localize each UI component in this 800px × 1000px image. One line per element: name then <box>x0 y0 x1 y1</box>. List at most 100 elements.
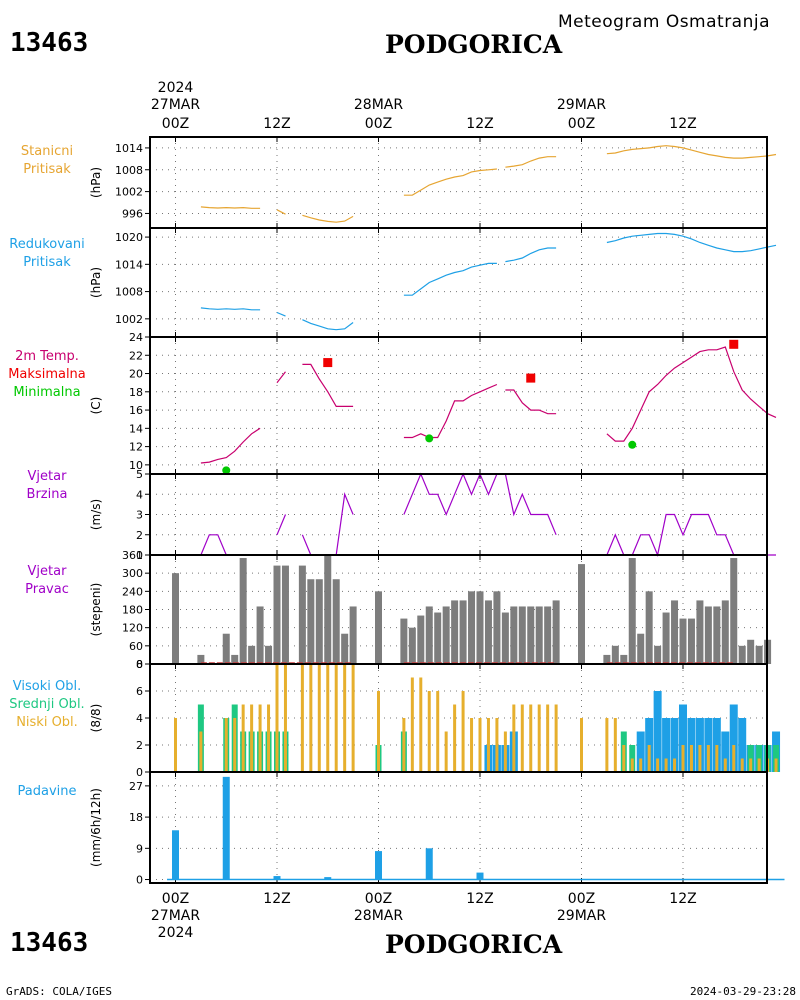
low-cloud-bar <box>732 745 736 772</box>
low-cloud-bar <box>309 664 313 772</box>
line-station_pressure <box>403 168 497 196</box>
direction-bar <box>628 558 636 664</box>
low-cloud-bar <box>461 691 465 772</box>
low-cloud-bar <box>605 718 609 772</box>
ytick-label-clouds: 4 <box>136 712 143 725</box>
direction-bar <box>451 600 459 664</box>
top-date-label: 28MAR <box>354 97 403 113</box>
direction-bar <box>315 579 323 664</box>
low-cloud-bar <box>436 691 440 772</box>
low-cloud-bar <box>715 745 719 772</box>
direction-bar <box>468 591 476 664</box>
top-date-label: 29MAR <box>557 97 606 113</box>
panel-frame-temperature <box>149 336 768 475</box>
low-cloud-bar <box>351 664 355 772</box>
line-reduced_pressure <box>276 311 286 317</box>
panel-label-precipitation: Padavine <box>18 784 77 799</box>
high-cloud-bar <box>636 731 645 772</box>
direction-bar <box>637 633 645 664</box>
panel-label-clouds: Srednji Obl. <box>9 697 84 712</box>
direction-bar <box>476 591 484 664</box>
ytick-label-clouds: 0 <box>136 766 143 779</box>
marks-layer <box>167 145 785 881</box>
high-cloud-bar <box>653 691 662 772</box>
line-station_pressure <box>200 206 261 209</box>
high-cloud-bar <box>679 704 687 772</box>
low-cloud-bar <box>622 745 626 772</box>
ytick-label-reduced_pressure: 1020 <box>115 231 143 244</box>
panel-label-reduced_pressure: Redukovani <box>9 237 84 252</box>
direction-bar <box>518 606 526 664</box>
direction-bar <box>611 645 619 664</box>
panel-label-reduced_pressure: Pritisak <box>23 255 71 270</box>
ytick-label-station_pressure: 1002 <box>115 186 143 199</box>
direction-bar <box>544 606 552 664</box>
temp-min-marker <box>628 440 637 449</box>
low-cloud-bar <box>174 718 177 772</box>
line-temperature <box>403 383 498 439</box>
direction-bar <box>713 606 721 664</box>
low-cloud-bar <box>486 718 490 772</box>
low-cloud-bar <box>639 758 643 772</box>
direction-bar <box>307 579 315 664</box>
ytick-label-temperature: 22 <box>129 349 143 362</box>
low-cloud-bar <box>224 718 228 772</box>
panel-label-wind_speed: Vjetar <box>28 469 68 484</box>
bottom-time-label: 12Z <box>263 891 290 907</box>
line-station_pressure <box>302 214 354 223</box>
direction-bar <box>222 633 230 664</box>
ytick-label-wind_direction: 300 <box>122 567 143 580</box>
temp-max-marker <box>729 339 739 349</box>
low-cloud-bar <box>740 758 744 772</box>
direction-bar <box>434 612 442 664</box>
ytick-label-clouds: 8 <box>136 658 143 671</box>
low-cloud-bar <box>419 677 423 772</box>
panel-frame-station_pressure <box>149 136 768 229</box>
panel-label-wind_direction: Vjetar <box>28 564 68 579</box>
line-reduced_pressure <box>606 232 777 253</box>
line-reduced_pressure <box>200 307 261 311</box>
ytick-label-wind_speed: 5 <box>136 468 143 481</box>
precip-bar <box>425 848 433 880</box>
direction-bar <box>535 606 543 664</box>
top-year-label: 2024 <box>158 80 194 96</box>
footer-station-id: 13463 <box>10 928 89 958</box>
ytick-label-temperature: 16 <box>129 404 143 417</box>
ytick-label-wind_direction: 360 <box>122 549 143 562</box>
footer-station-name: PODGORICA <box>385 930 563 959</box>
ytick-label-temperature: 24 <box>129 331 143 344</box>
ytick-label-wind_speed: 1 <box>136 549 143 562</box>
low-cloud-bar <box>343 664 347 772</box>
direction-bar <box>527 606 535 664</box>
line-temperature <box>505 389 557 415</box>
panel-label-temperature: Minimalna <box>13 385 80 400</box>
low-cloud-bar <box>495 718 499 772</box>
ytick-label-wind_speed: 3 <box>136 509 143 522</box>
high-cloud-bar <box>721 731 730 772</box>
bottom-time-label: 12Z <box>669 891 696 907</box>
ytick-label-temperature: 10 <box>129 459 143 472</box>
line-reduced_pressure <box>403 262 497 296</box>
ytick-label-temperature: 14 <box>129 422 143 435</box>
temp-min-marker <box>425 434 434 443</box>
top-time-label: 12Z <box>669 116 696 132</box>
direction-bar <box>730 558 738 664</box>
panel-label-station_pressure: Pritisak <box>23 162 71 177</box>
low-cloud-bar <box>656 758 660 772</box>
line-station_pressure <box>276 209 286 215</box>
ytick-label-wind_direction: 0 <box>136 658 143 671</box>
direction-bar <box>172 573 179 664</box>
header-subtitle: Meteogram Osmatranja <box>558 12 771 32</box>
ytick-label-wind_direction: 240 <box>122 585 143 598</box>
line-station_pressure <box>606 145 777 159</box>
direction-bar <box>493 591 501 664</box>
low-cloud-bar <box>478 718 482 772</box>
bottom-time-label: 00Z <box>365 891 392 907</box>
bottom-time-label: 12Z <box>466 891 493 907</box>
low-cloud-bar <box>267 704 271 772</box>
ytick-label-temperature: 12 <box>129 441 143 454</box>
direction-bar <box>603 654 611 664</box>
low-cloud-bar <box>427 691 431 772</box>
low-cloud-bar <box>689 745 693 772</box>
direction-bar <box>510 606 518 664</box>
